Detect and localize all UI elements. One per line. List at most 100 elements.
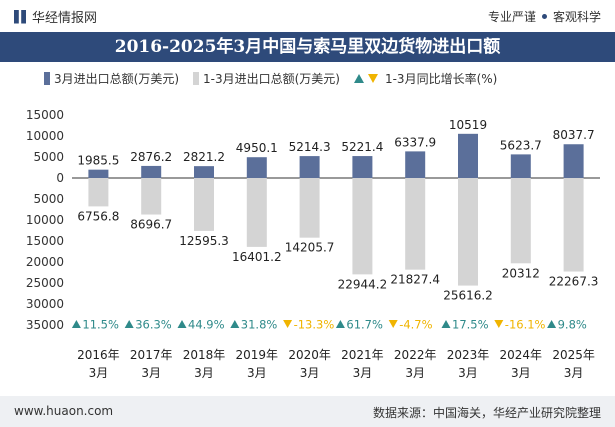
ytd-bar <box>563 178 584 272</box>
x-tick-label-month: 3月 <box>194 366 214 380</box>
ytd-data-label: 20312 <box>502 266 540 280</box>
growth-data-label: 17.5% <box>452 318 489 332</box>
ytd-bar <box>246 178 267 247</box>
total-bar <box>88 169 109 178</box>
growth-down-triangle-icon <box>494 320 504 328</box>
growth-data-label: -13.3% <box>294 318 335 332</box>
total-bar <box>299 156 320 178</box>
x-tick-label-month: 3月 <box>300 366 320 380</box>
growth-data-label: 44.9% <box>188 318 225 332</box>
y-tick-label: 15000 <box>26 108 64 122</box>
total-data-label: 10519 <box>449 118 487 132</box>
brand-name: 华经情报网 <box>32 11 98 26</box>
x-tick-label-year: 2016年 <box>77 348 120 362</box>
legend-label-ytd: 1-3月进出口总额(万美元) <box>203 72 340 86</box>
growth-data-label: -4.7% <box>399 318 432 332</box>
ytd-bar <box>352 178 373 275</box>
legend-up-triangle-icon <box>353 74 364 83</box>
x-tick-label-year: 2018年 <box>183 348 226 362</box>
x-tick-label-year: 2025年 <box>552 348 595 362</box>
total-data-label: 2821.2 <box>183 150 225 164</box>
total-data-label: 4950.1 <box>236 141 278 155</box>
slogan-right: 客观科学 <box>552 10 601 24</box>
growth-up-triangle-icon <box>177 320 187 328</box>
x-tick-label-year: 2021年 <box>341 348 384 362</box>
legend-down-triangle-icon <box>367 74 378 83</box>
growth-up-triangle-icon <box>441 320 451 328</box>
x-tick-label-month: 3月 <box>564 366 584 380</box>
x-tick-label-month: 3月 <box>353 366 373 380</box>
y-tick-label: 15000 <box>26 234 64 248</box>
growth-data-label: -16.1% <box>505 318 546 332</box>
legend-item-growth: 1-3月同比增长率(%) <box>353 70 498 87</box>
legend-label-total: 3月进出口总额(万美元) <box>54 72 179 86</box>
total-bar <box>405 151 426 178</box>
ytd-bar <box>141 178 162 215</box>
total-data-label: 5214.3 <box>289 140 331 154</box>
x-tick-label-year: 2023年 <box>447 348 490 362</box>
footer-website[interactable]: www.huaon.com <box>14 404 114 418</box>
growth-up-triangle-icon <box>124 320 134 328</box>
growth-data-label: 31.8% <box>241 318 278 332</box>
legend-item-total: 3月进出口总额(万美元) <box>44 70 179 87</box>
ytd-bar <box>405 178 426 270</box>
x-tick-label-month: 3月 <box>247 366 267 380</box>
x-tick-label-month: 3月 <box>141 366 161 380</box>
y-tick-label: 25000 <box>26 276 64 290</box>
growth-up-triangle-icon <box>547 320 557 328</box>
ytd-bar <box>194 178 214 231</box>
growth-down-triangle-icon <box>283 320 293 328</box>
total-data-label: 1985.5 <box>77 154 119 168</box>
ytd-data-label: 16401.2 <box>232 250 282 264</box>
total-data-label: 2876.2 <box>130 150 172 164</box>
x-tick-label-month: 3月 <box>405 366 425 380</box>
growth-data-label: 61.7% <box>346 318 383 332</box>
ytd-data-label: 21827.4 <box>390 273 440 287</box>
ytd-data-label: 12595.3 <box>179 234 229 248</box>
y-tick-label: 10000 <box>26 129 64 143</box>
footer: www.huaon.com 数据来源：中国海关，华经产业研究院整理 <box>0 396 615 427</box>
y-tick-label: 30000 <box>26 297 64 311</box>
y-tick-label: 10000 <box>26 213 64 227</box>
total-bar <box>194 166 214 178</box>
ytd-bar <box>510 178 531 264</box>
y-tick-label: 5000 <box>33 150 64 164</box>
total-bar <box>510 154 531 178</box>
y-tick-label: 5000 <box>33 192 64 206</box>
legend-label-growth: 1-3月同比增长率(%) <box>384 72 498 86</box>
brand[interactable]: 华经情报网 <box>14 7 97 26</box>
x-tick-label-month: 3月 <box>511 366 531 380</box>
y-tick-label: 20000 <box>26 255 64 269</box>
total-data-label: 6337.9 <box>394 135 436 149</box>
growth-down-triangle-icon <box>388 320 398 328</box>
ytd-data-label: 22944.2 <box>338 277 388 291</box>
x-tick-label-year: 2022年 <box>394 348 437 362</box>
x-tick-label-year: 2020年 <box>288 348 331 362</box>
total-bar <box>458 133 478 178</box>
total-bar <box>141 165 162 178</box>
total-bar <box>246 157 267 178</box>
legend-swatch-total <box>44 72 50 85</box>
growth-data-label: 9.8% <box>558 318 587 332</box>
x-tick-label-month: 3月 <box>89 366 109 380</box>
x-tick-label-year: 2017年 <box>130 348 173 362</box>
total-bar <box>352 156 373 178</box>
chart-title: 2016-2025年3月中国与索马里双边货物进出口额 <box>114 37 501 57</box>
y-tick-label: 0 <box>56 171 64 185</box>
x-tick-label-year: 2024年 <box>500 348 543 362</box>
growth-data-label: 36.3% <box>135 318 172 332</box>
y-tick-label: 35000 <box>26 318 64 332</box>
total-data-label: 5221.4 <box>341 140 383 154</box>
total-bar <box>563 144 584 178</box>
ytd-data-label: 25616.2 <box>443 289 493 303</box>
ytd-bar <box>458 178 478 286</box>
separator-dot-icon <box>541 14 547 19</box>
growth-up-triangle-icon <box>71 320 81 328</box>
growth-up-triangle-icon <box>335 320 345 328</box>
ytd-data-label: 6756.8 <box>77 209 119 223</box>
total-data-label: 5623.7 <box>500 138 542 152</box>
growth-up-triangle-icon <box>230 320 240 328</box>
legend-item-ytd: 1-3月进出口总额(万美元) <box>193 70 340 87</box>
slogan: 专业严谨 客观科学 <box>488 8 601 25</box>
